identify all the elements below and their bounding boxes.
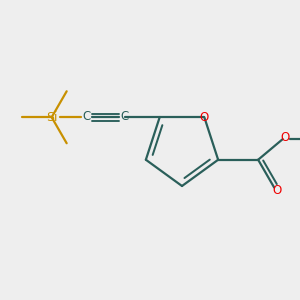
Text: C: C — [121, 110, 129, 123]
Text: O: O — [200, 111, 209, 124]
Text: Si: Si — [46, 111, 57, 124]
Text: C: C — [82, 110, 91, 123]
Text: O: O — [280, 131, 289, 144]
Text: O: O — [272, 184, 282, 197]
